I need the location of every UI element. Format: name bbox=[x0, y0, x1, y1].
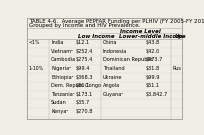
Text: India: India bbox=[51, 40, 63, 45]
Text: $270.8: $270.8 bbox=[76, 109, 93, 114]
Text: Ukraine: Ukraine bbox=[103, 75, 122, 80]
Text: $173.1: $173.1 bbox=[76, 92, 93, 97]
Text: <1%: <1% bbox=[29, 40, 40, 45]
Text: Indonesia: Indonesia bbox=[103, 49, 127, 54]
Text: Dem. Repub. Congo: Dem. Repub. Congo bbox=[51, 83, 101, 88]
Text: Grouped by Income and HIV Prevalence.: Grouped by Income and HIV Prevalence. bbox=[29, 23, 140, 28]
Text: Cambodia: Cambodia bbox=[51, 57, 76, 62]
Text: Thailand: Thailand bbox=[103, 66, 125, 71]
Text: Rus: Rus bbox=[173, 66, 182, 71]
Text: $368.3: $368.3 bbox=[76, 75, 93, 80]
Text: $43.8: $43.8 bbox=[146, 40, 160, 45]
Text: TABLE 4-6.  Average PEPFAR Funding per PLHIV (FY 2005-FY 2010) (Current USD): TABLE 4-6. Average PEPFAR Funding per PL… bbox=[29, 19, 204, 24]
Text: Vietnam²: Vietnam² bbox=[51, 49, 74, 54]
Text: Kenya²: Kenya² bbox=[51, 109, 69, 114]
Text: Guyana²: Guyana² bbox=[103, 92, 124, 97]
Text: Dominican Republic: Dominican Republic bbox=[103, 57, 153, 62]
Text: Up: Up bbox=[174, 34, 183, 39]
Text: $252.4: $252.4 bbox=[76, 49, 93, 54]
Text: $42.0: $42.0 bbox=[146, 49, 160, 54]
Text: $3,842.7: $3,842.7 bbox=[146, 92, 168, 97]
Text: Angola: Angola bbox=[103, 83, 120, 88]
Text: 1-10%: 1-10% bbox=[29, 66, 44, 71]
Text: $473.7: $473.7 bbox=[146, 57, 163, 62]
Text: Ethiopia²: Ethiopia² bbox=[51, 75, 74, 80]
Text: Tanzania²: Tanzania² bbox=[51, 92, 75, 97]
Text: $99.4: $99.4 bbox=[76, 66, 90, 71]
Text: $36.1: $36.1 bbox=[76, 83, 90, 88]
Text: $99.9: $99.9 bbox=[146, 75, 160, 80]
Text: Nigeria²: Nigeria² bbox=[51, 66, 71, 71]
Text: $35.7: $35.7 bbox=[76, 100, 90, 105]
Text: $31.8: $31.8 bbox=[146, 66, 160, 71]
Text: Low Income: Low Income bbox=[78, 34, 115, 39]
Text: $275.4: $275.4 bbox=[76, 57, 93, 62]
Text: $12.1: $12.1 bbox=[76, 40, 90, 45]
Text: Income Level: Income Level bbox=[120, 29, 161, 34]
Text: Sudan: Sudan bbox=[51, 100, 67, 105]
Text: $51.1: $51.1 bbox=[146, 83, 160, 88]
Text: Lower-middle Income: Lower-middle Income bbox=[119, 34, 186, 39]
Text: China: China bbox=[103, 40, 117, 45]
